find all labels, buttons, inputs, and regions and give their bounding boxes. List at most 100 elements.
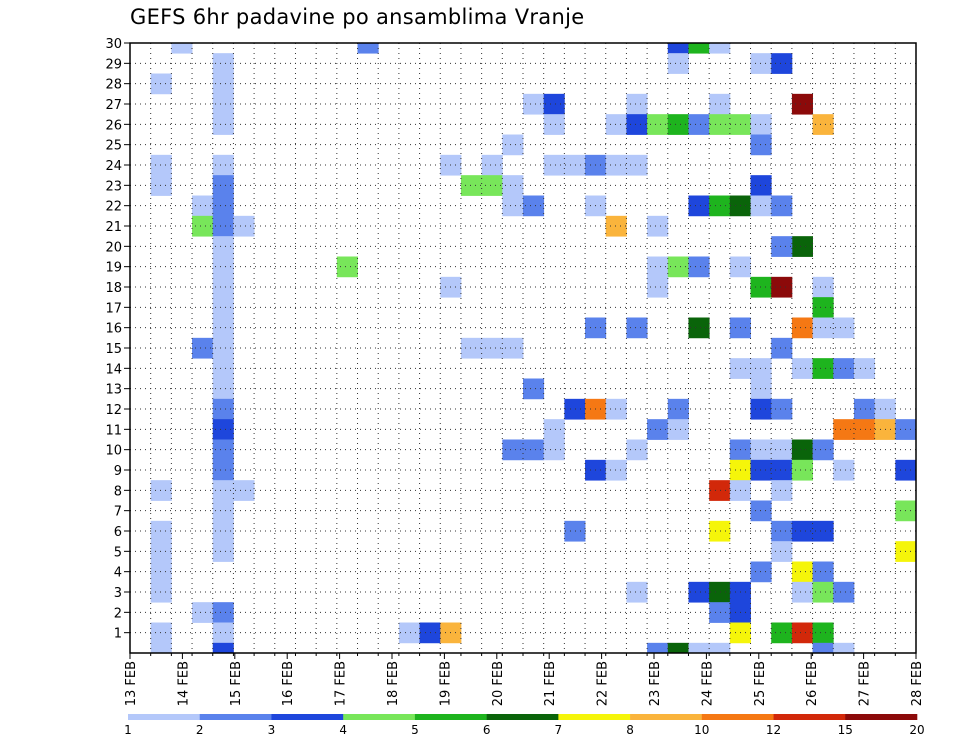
heatmap-cell <box>833 419 855 440</box>
x-tick-label: 14 FEB <box>176 661 191 706</box>
heatmap-cell <box>709 642 731 654</box>
heatmap-cell <box>853 419 876 440</box>
legend-swatch <box>199 714 272 720</box>
heatmap-cell <box>791 439 813 461</box>
heatmap-cell <box>212 602 234 623</box>
heatmap-cell <box>150 642 172 654</box>
heatmap-cell <box>212 378 234 400</box>
legend-swatch <box>486 714 559 720</box>
y-tick-label: 14 <box>105 362 122 377</box>
heatmap-cell <box>750 459 772 481</box>
heatmap-cell <box>647 419 669 440</box>
heatmap-cell <box>750 378 772 400</box>
heatmap-cell <box>833 581 855 603</box>
heatmap-cell <box>750 358 772 379</box>
heatmap-cell <box>150 622 172 644</box>
heatmap-cell <box>771 622 793 644</box>
heatmap-cell <box>833 642 855 654</box>
heatmap-cell <box>853 358 876 379</box>
heatmap-cell <box>771 459 793 481</box>
heatmap-cell <box>150 175 172 196</box>
legend-label: 5 <box>411 723 419 737</box>
legend-label: 15 <box>838 723 853 737</box>
heatmap-cell <box>667 43 689 54</box>
heatmap-cell <box>212 398 234 420</box>
heatmap-cell <box>647 256 669 278</box>
heatmap-cell <box>564 398 586 420</box>
heatmap-cell <box>605 459 627 481</box>
heatmap-cell <box>212 236 234 257</box>
y-tick-label: 22 <box>105 200 122 215</box>
legend-label: 8 <box>626 723 634 737</box>
legend-swatch <box>271 714 344 720</box>
heatmap-cell <box>812 114 834 135</box>
x-tick-label: 15 FEB <box>229 661 244 706</box>
heatmap-cell <box>212 53 234 74</box>
heatmap-cell <box>543 93 565 115</box>
heatmap-cell <box>212 358 234 379</box>
heatmap-cell <box>688 581 710 603</box>
legend-swatch <box>773 714 846 720</box>
heatmap-cell <box>626 439 648 461</box>
heatmap-cell <box>791 622 813 644</box>
heatmap-cell <box>150 154 172 176</box>
heatmap-cell <box>771 53 793 74</box>
heatmap-cell <box>523 93 545 115</box>
heatmap-cell <box>212 73 234 95</box>
heatmap-cell <box>833 317 855 339</box>
heatmap-cell <box>212 459 234 481</box>
heatmap-cell <box>481 175 503 196</box>
heatmap-cell <box>212 337 234 359</box>
heatmap-cell <box>543 439 565 461</box>
x-tick-label: 16 FEB <box>281 661 296 706</box>
heatmap-cell <box>688 43 710 54</box>
heatmap-cell <box>771 398 793 420</box>
y-tick-label: 30 <box>105 37 122 52</box>
heatmap-cell <box>688 642 710 654</box>
heatmap-cell <box>667 53 689 74</box>
y-tick-label: 23 <box>105 179 122 194</box>
y-tick-label: 24 <box>105 159 122 174</box>
heatmap-cell <box>812 317 834 339</box>
heatmap-cells <box>150 43 917 654</box>
legend-swatch <box>128 714 201 720</box>
heatmap-cell <box>750 114 772 135</box>
y-tick-label: 12 <box>105 403 122 418</box>
heatmap-cell <box>605 114 627 135</box>
heatmap-cell <box>543 114 565 135</box>
heatmap-cell <box>833 358 855 379</box>
heatmap-cell <box>336 256 358 278</box>
legend-swatch <box>630 714 703 720</box>
legend-label: 10 <box>694 723 709 737</box>
y-tick-label: 28 <box>105 78 122 93</box>
heatmap-cell <box>791 459 813 481</box>
y-tick-label: 26 <box>105 118 122 133</box>
heatmap-cell <box>812 439 834 461</box>
legend-label: 3 <box>268 723 276 737</box>
y-tick-label: 20 <box>105 240 122 255</box>
heatmap-cell <box>564 520 586 542</box>
heatmap-cell <box>750 398 772 420</box>
heatmap-cell <box>626 154 648 176</box>
heatmap-cell <box>688 195 710 217</box>
x-tick-label: 20 FEB <box>491 661 506 706</box>
heatmap-cell <box>791 93 813 115</box>
heatmap-cell <box>647 276 669 298</box>
heatmap-cell <box>750 439 772 461</box>
heatmap-cell <box>709 195 731 217</box>
heatmap-cell <box>212 642 234 654</box>
heatmap-cell <box>502 337 524 359</box>
heatmap-cell <box>192 602 214 623</box>
legend-swatch <box>558 714 631 720</box>
heatmap-cell <box>502 439 524 461</box>
heatmap-cell <box>212 500 234 522</box>
legend-swatch <box>845 714 918 720</box>
x-tick-label: 24 FEB <box>700 661 715 706</box>
y-tick-label: 25 <box>105 139 122 154</box>
y-tick-label: 10 <box>105 444 122 459</box>
y-tick-label: 29 <box>105 57 122 72</box>
heatmap-cell <box>688 114 710 135</box>
heatmap-cell <box>192 215 214 237</box>
heatmap-cell <box>543 154 565 176</box>
y-tick-label: 15 <box>105 342 122 357</box>
